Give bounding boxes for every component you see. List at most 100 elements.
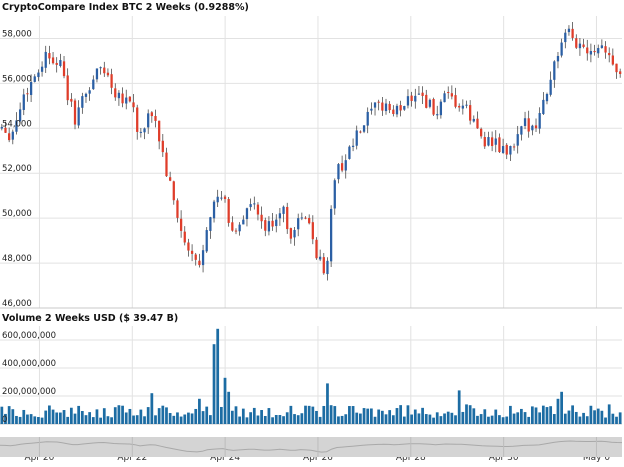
price-candle (256, 204, 260, 215)
volume-bar (395, 408, 399, 424)
volume-axis-tick-label: 0 (2, 415, 7, 425)
price-candle (308, 218, 311, 224)
volume-bar (384, 414, 388, 424)
volume-bar (604, 417, 607, 424)
price-candle (498, 137, 501, 153)
price-candle (311, 222, 314, 240)
price-candle (304, 217, 307, 219)
price-candle (512, 146, 516, 148)
volume-bar (106, 416, 110, 424)
price-candle (37, 72, 40, 78)
volume-bar (91, 417, 95, 424)
volume-bar (322, 405, 326, 424)
volume-bar (369, 408, 373, 424)
volume-bar (472, 408, 476, 424)
volume-bar (391, 415, 395, 424)
price-candle (531, 125, 534, 131)
volume-bar (304, 405, 307, 424)
volume-bar (37, 416, 40, 424)
volume-bar (274, 414, 278, 424)
volume-bar (560, 391, 564, 424)
price-candle (260, 214, 263, 222)
volume-bar (296, 415, 300, 424)
price-candle (439, 101, 443, 116)
volume-bar (333, 406, 337, 424)
volume-bar (40, 417, 44, 424)
volume-bar (388, 410, 392, 424)
price-candle (461, 105, 464, 109)
volume-bar (51, 409, 55, 424)
volume-bar (501, 417, 505, 424)
price-candle (450, 93, 453, 97)
price-candle (490, 137, 494, 146)
volume-bar (77, 405, 81, 424)
price-candle (48, 53, 51, 59)
x-axis-tick-label: Apr 30 (489, 453, 519, 463)
volume-bar (523, 412, 527, 424)
volume-bar (88, 412, 92, 424)
price-candle (29, 82, 33, 95)
price-candle (220, 197, 223, 199)
volume-bar (366, 408, 370, 424)
volume-bar (150, 393, 154, 424)
volume-bar (48, 405, 51, 424)
price-candle (315, 239, 318, 259)
price-candle (150, 112, 153, 117)
volume-bar (399, 405, 403, 424)
price-candle (227, 199, 230, 223)
volume-bar (201, 411, 205, 424)
price-candle (187, 242, 190, 251)
volume-bar (73, 413, 77, 424)
volume-bar (121, 405, 124, 424)
price-axis-tick-label: 52,000 (2, 164, 32, 174)
price-candle (593, 50, 596, 53)
price-candle (84, 93, 88, 97)
volume-bar (589, 405, 593, 424)
volume-bar (154, 415, 157, 424)
x-axis-tick-label: Apr 20 (25, 453, 55, 463)
price-candle (267, 221, 271, 232)
price-candle (333, 180, 336, 209)
price-candle (117, 92, 121, 99)
price-candle (337, 164, 340, 180)
volume-bar (11, 409, 15, 424)
price-candle (392, 109, 395, 114)
volume-bar (611, 413, 615, 424)
volume-bar (494, 409, 498, 424)
price-candle (388, 103, 391, 111)
price-candle (73, 100, 77, 125)
volume-bar (157, 408, 161, 424)
price-candle (480, 128, 483, 137)
volume-bar (567, 410, 571, 424)
volume-bar (380, 410, 384, 424)
volume-bar (432, 417, 435, 424)
price-candle (436, 114, 439, 116)
volume-bar (187, 412, 190, 424)
price-candle (121, 93, 124, 104)
volume-bar (176, 412, 179, 424)
volume-bar (58, 412, 62, 424)
price-candle (216, 196, 219, 203)
price-candle (62, 61, 66, 77)
price-candle (66, 75, 69, 101)
volume-bar (168, 413, 172, 424)
price-candle (183, 231, 186, 243)
price-candle (520, 126, 523, 135)
volume-bar (4, 413, 7, 424)
axis-labels: 46,000 48,000 50,000 52,000 54,000 56,000 58,0… (2, 29, 610, 463)
price-candle (95, 68, 99, 80)
volume-bar (219, 406, 223, 424)
volume-bar (245, 417, 249, 424)
volume-bar (512, 413, 516, 424)
volume-bar (55, 412, 59, 424)
price-candle (88, 90, 91, 94)
price-candle (344, 160, 347, 171)
volume-bar (278, 415, 282, 424)
volume-bar (402, 416, 406, 424)
volume-bar (527, 416, 531, 424)
price-candle (399, 105, 402, 111)
price-candle (366, 111, 369, 126)
volume-bar (556, 398, 560, 424)
price-candle (154, 115, 157, 121)
